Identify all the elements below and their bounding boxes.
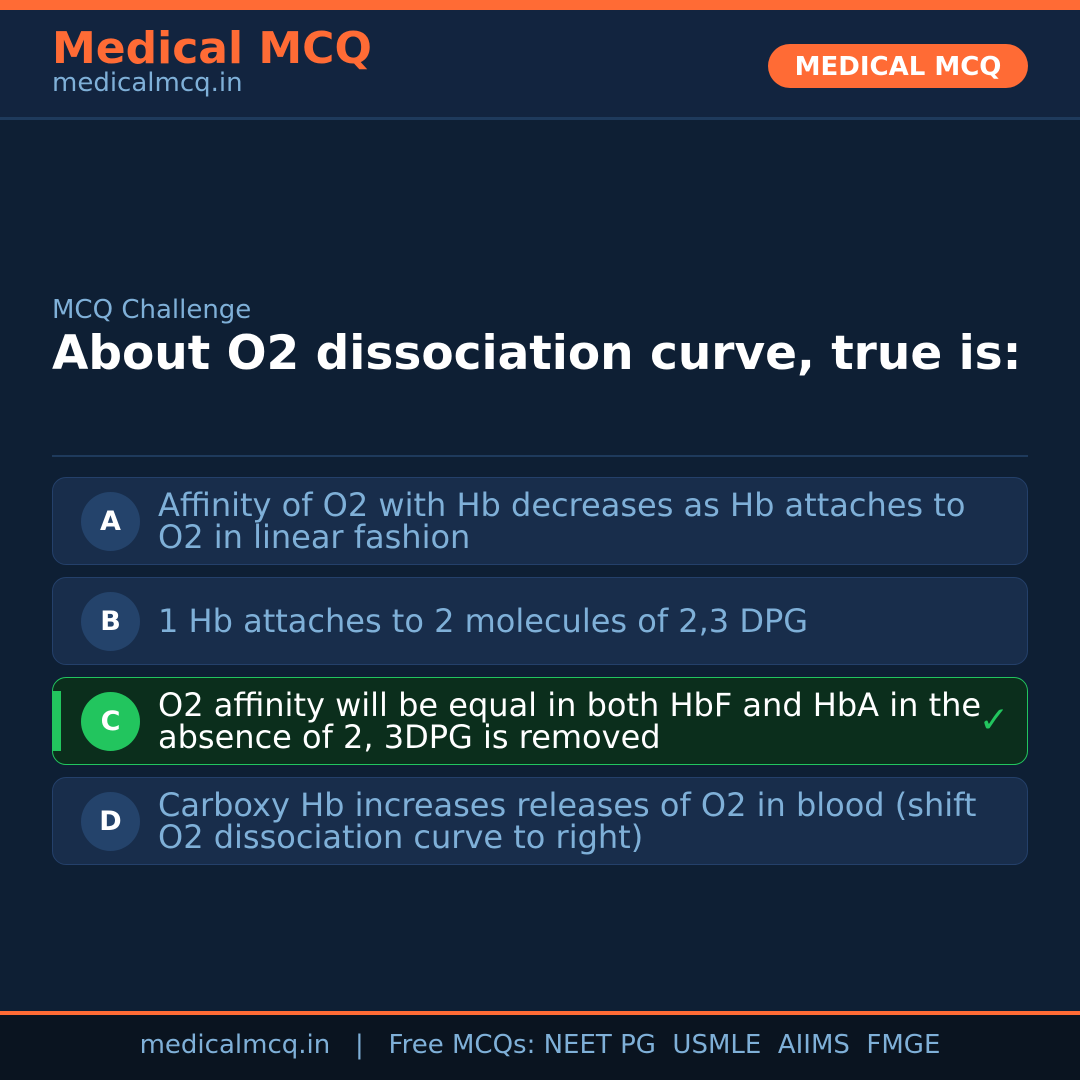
option-a[interactable]: A Affinity of O2 with Hb decreases as Hb… [52,477,1028,565]
option-d[interactable]: D Carboxy Hb increases releases of O2 in… [52,777,1028,865]
footer-accent-line [0,1011,1080,1015]
check-icon: ✓ [978,700,1009,741]
option-letter: D [81,792,140,851]
option-b[interactable]: B 1 Hb attaches to 2 molecules of 2,3 DP… [52,577,1028,665]
divider [52,455,1028,457]
header: Medical MCQ medicalmcq.in MEDICAL MCQ [0,10,1080,120]
top-accent-bar [0,0,1080,10]
option-text: O2 affinity will be equal in both HbF an… [158,686,982,756]
option-text: 1 Hb attaches to 2 molecules of 2,3 DPG [158,602,809,640]
option-c[interactable]: C O2 affinity will be equal in both HbF … [52,677,1028,765]
option-letter: A [81,492,140,551]
option-text: Carboxy Hb increases releases of O2 in b… [158,786,977,856]
option-text: Affinity of O2 with Hb decreases as Hb a… [158,486,966,556]
footer-text: medicalmcq.in | Free MCQs: NEET PG USMLE… [0,1015,1080,1080]
option-letter: B [81,592,140,651]
option-letter: C [81,692,140,751]
brand-badge: MEDICAL MCQ [768,44,1028,88]
eyebrow-label: MCQ Challenge [52,295,252,325]
brand-title: Medical MCQ [52,23,372,74]
site-url: medicalmcq.in [52,68,243,98]
correct-indicator-bar [53,691,61,751]
question-text: About O2 dissociation curve, true is: [52,326,1022,381]
